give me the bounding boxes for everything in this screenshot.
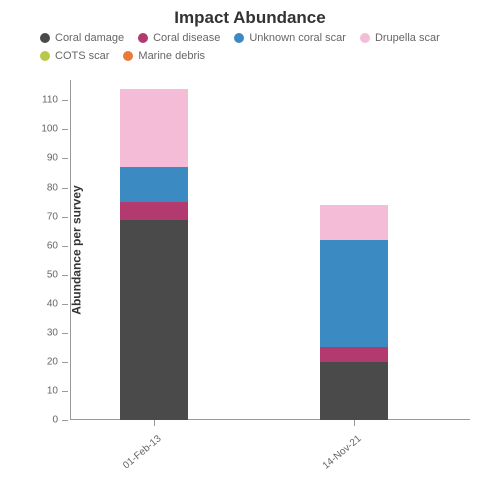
y-tick-label: 20: [30, 356, 58, 367]
bar-segment: [320, 362, 388, 420]
y-tick-label: 40: [30, 298, 58, 309]
y-tick-label: 30: [30, 327, 58, 338]
y-tick: [62, 100, 68, 101]
y-tick-label: 100: [30, 124, 58, 135]
bar-segment: [120, 220, 188, 421]
y-tick-label: 110: [30, 95, 58, 106]
x-tick: [354, 420, 355, 426]
legend-swatch: [40, 51, 50, 61]
bar-segment: [120, 89, 188, 167]
bar-segment: [320, 205, 388, 240]
y-tick-label: 0: [30, 415, 58, 426]
legend-label: Unknown coral scar: [249, 32, 346, 44]
legend-item: COTS scar: [40, 50, 109, 62]
y-tick: [62, 246, 68, 247]
y-tick: [62, 333, 68, 334]
y-tick: [62, 129, 68, 130]
legend-label: Drupella scar: [375, 32, 440, 44]
y-tick: [62, 217, 68, 218]
y-tick: [62, 275, 68, 276]
x-tick-label: 14-Nov-21: [318, 433, 363, 474]
legend-item: Drupella scar: [360, 32, 440, 44]
bar-segment: [320, 347, 388, 362]
legend-item: Coral disease: [138, 32, 220, 44]
chart-title: Impact Abundance: [0, 0, 500, 28]
legend-item: Marine debris: [123, 50, 205, 62]
y-tick-label: 60: [30, 240, 58, 251]
bar-segment: [120, 202, 188, 219]
y-tick: [62, 420, 68, 421]
legend-swatch: [138, 33, 148, 43]
x-tick-label: 01-Feb-13: [118, 433, 163, 474]
y-tick: [62, 391, 68, 392]
y-tick-label: 90: [30, 153, 58, 164]
y-tick: [62, 362, 68, 363]
legend-swatch: [123, 51, 133, 61]
y-tick-label: 80: [30, 182, 58, 193]
legend-label: COTS scar: [55, 50, 109, 62]
bar-segment: [320, 240, 388, 348]
legend-swatch: [234, 33, 244, 43]
bar-segment: [120, 167, 188, 202]
legend-item: Unknown coral scar: [234, 32, 346, 44]
y-tick: [62, 304, 68, 305]
y-tick: [62, 158, 68, 159]
plot-area: Abundance per survey 0102030405060708090…: [70, 80, 470, 420]
legend-label: Marine debris: [138, 50, 205, 62]
legend-swatch: [40, 33, 50, 43]
y-tick: [62, 188, 68, 189]
bars-area: 01-Feb-1314-Nov-21: [70, 80, 470, 420]
chart-legend: Coral damage Coral disease Unknown coral s…: [0, 28, 500, 66]
legend-label: Coral damage: [55, 32, 124, 44]
x-tick: [154, 420, 155, 426]
y-tick-label: 50: [30, 269, 58, 280]
y-tick-label: 70: [30, 211, 58, 222]
y-tick-label: 10: [30, 385, 58, 396]
legend-swatch: [360, 33, 370, 43]
legend-label: Coral disease: [153, 32, 220, 44]
chart-container: Impact Abundance Coral damage Coral disea…: [0, 0, 500, 500]
legend-item: Coral damage: [40, 32, 124, 44]
